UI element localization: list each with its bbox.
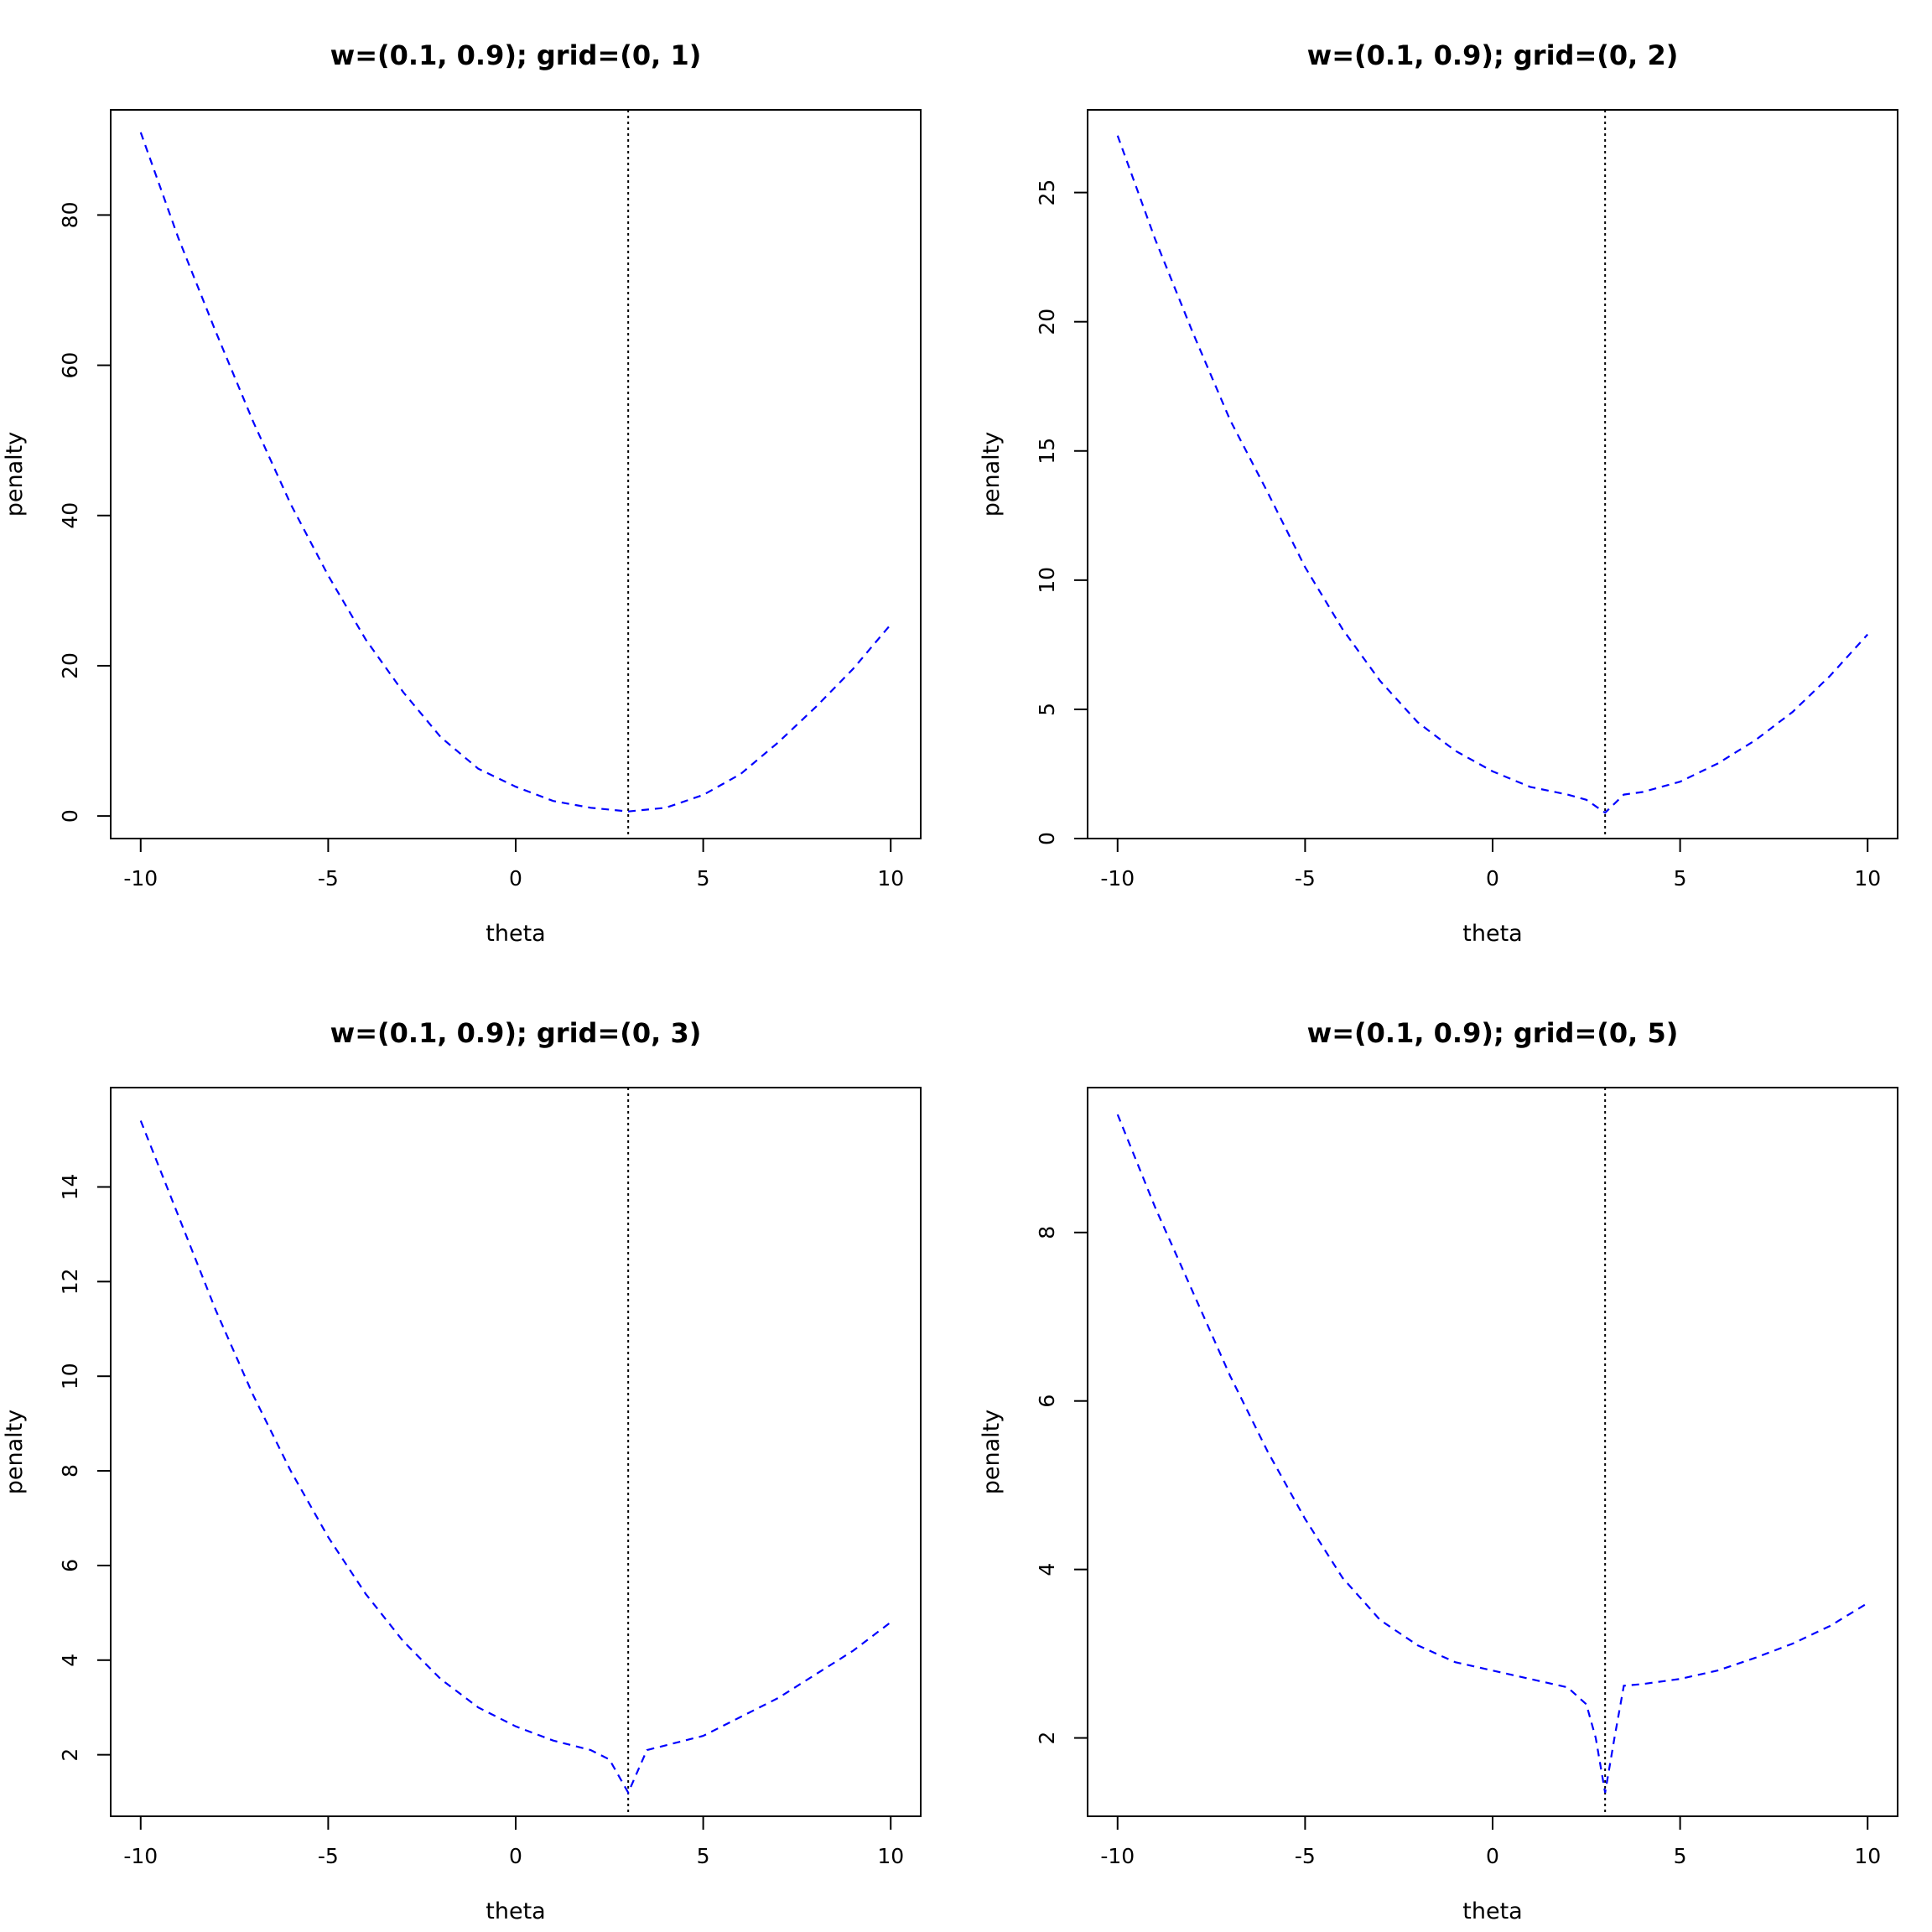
x-tick-label: 0: [509, 866, 522, 891]
penalty-curve: [1116, 135, 1869, 814]
x-tick-label: 5: [1674, 866, 1687, 891]
x-tick-label: 5: [697, 866, 710, 891]
y-tick-label: 10: [58, 1363, 82, 1389]
x-tick-label: -10: [1100, 1844, 1135, 1868]
y-tick-label: 60: [58, 352, 82, 379]
y-tick-label: 15: [1035, 438, 1059, 465]
y-tick-label: 20: [58, 652, 82, 679]
chart-title: w=(0.1, 0.9); grid=(0, 5): [1307, 1017, 1679, 1049]
y-tick-label: 40: [58, 502, 82, 529]
x-tick-label: -5: [318, 866, 339, 891]
penalty-curve: [139, 132, 892, 813]
y-tick-label: 2: [1035, 1732, 1059, 1745]
x-axis-label: theta: [1462, 1898, 1522, 1924]
x-tick-label: -5: [1295, 866, 1316, 891]
y-tick-label: 4: [58, 1654, 82, 1667]
plot-frame: [110, 109, 922, 839]
y-axis-label: penalty: [979, 1410, 1005, 1494]
y-tick-label: 14: [58, 1174, 82, 1201]
x-tick-label: 5: [1674, 1844, 1687, 1868]
x-tick-label: 10: [877, 1844, 904, 1868]
y-axis-label: penalty: [2, 1410, 28, 1494]
x-axis-label: theta: [486, 921, 545, 947]
chart-panel-1: w=(0.1, 0.9); grid=(0, 1) -10 -5 0 5 10 theta 0…: [2, 39, 922, 947]
penalty-curve: [139, 1120, 891, 1795]
chart-title: w=(0.1, 0.9); grid=(0, 1): [330, 39, 702, 71]
chart-panel-2: w=(0.1, 0.9); grid=(0, 2) -10 -5 0 5 10 theta 0…: [979, 39, 1898, 947]
y-tick-label: 5: [1035, 703, 1059, 716]
chart-panel-4: w=(0.1, 0.9); grid=(0, 5) -10 -5 0 5 10 theta 2…: [979, 1017, 1898, 1924]
y-tick-label: 6: [58, 1559, 82, 1572]
y-tick-label: 20: [1035, 309, 1059, 335]
chart-title: w=(0.1, 0.9); grid=(0, 3): [330, 1017, 702, 1049]
x-tick-label: -5: [318, 1844, 339, 1868]
y-tick-label: 0: [1035, 832, 1059, 845]
y-tick-label: 80: [58, 202, 82, 229]
y-tick-label: 0: [58, 809, 82, 823]
y-axis-label: penalty: [979, 432, 1005, 517]
x-tick-label: -10: [123, 866, 158, 891]
y-tick-label: 4: [1035, 1563, 1059, 1576]
penalty-curve: [1116, 1114, 1868, 1794]
y-tick-label: 25: [1035, 179, 1059, 206]
y-tick-label: 2: [58, 1748, 82, 1762]
plot-frame: [1087, 109, 1898, 839]
x-tick-label: 0: [1486, 866, 1499, 891]
x-tick-label: 5: [697, 1844, 710, 1868]
y-axis-label: penalty: [2, 432, 28, 517]
x-axis-label: theta: [1462, 921, 1522, 947]
x-tick-label: 10: [1854, 866, 1881, 891]
y-tick-label: 8: [1035, 1226, 1059, 1239]
plot-frame: [1087, 1087, 1898, 1817]
x-tick-label: -10: [1100, 866, 1135, 891]
y-tick-label: 12: [58, 1268, 82, 1295]
plot-frame: [110, 1087, 922, 1817]
y-tick-label: 6: [1035, 1394, 1059, 1408]
x-tick-label: 0: [1486, 1844, 1499, 1868]
x-tick-label: 10: [1854, 1844, 1881, 1868]
y-tick-label: 8: [58, 1464, 82, 1478]
x-tick-label: 10: [877, 866, 904, 891]
x-tick-label: -5: [1295, 1844, 1316, 1868]
chart-title: w=(0.1, 0.9); grid=(0, 2): [1307, 39, 1679, 71]
x-tick-label: -10: [123, 1844, 158, 1868]
chart-panel-3: w=(0.1, 0.9); grid=(0, 3) -10 -5 0 5 10 theta 2…: [2, 1017, 922, 1924]
x-tick-label: 0: [509, 1844, 522, 1868]
x-axis-label: theta: [486, 1898, 545, 1924]
y-tick-label: 10: [1035, 567, 1059, 594]
